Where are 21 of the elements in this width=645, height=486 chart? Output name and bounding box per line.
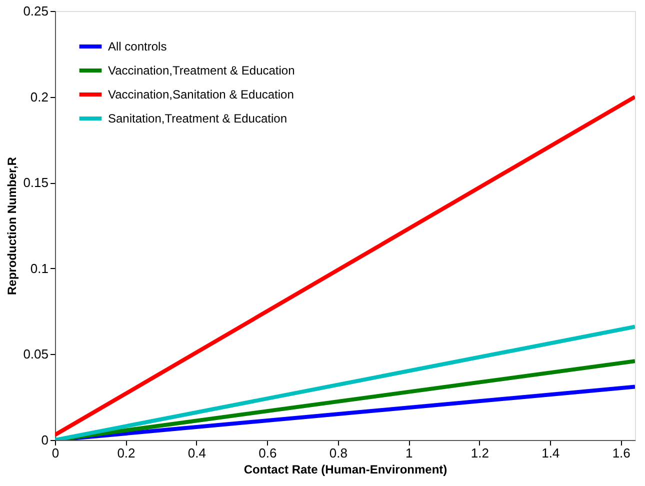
x-tick-label: 0.8 [329,446,348,460]
y-tick-label: 0.15 [23,175,48,190]
y-tick-label: 0.1 [30,260,48,276]
x-tick-label: 0.4 [188,446,206,460]
y-tick-label: 0.2 [30,89,48,104]
y-axis-title: Reproduction Number,R [5,156,20,296]
legend-label: Sanitation,Treatment & Education [108,112,287,126]
x-tick-label: 1 [406,446,413,460]
legend-label: Vaccination,Sanitation & Education [108,88,294,102]
legend-label: Vaccination,Treatment & Education [108,64,295,78]
x-tick-label: 0.2 [117,446,136,460]
x-tick-label: 1.6 [612,446,630,460]
x-tick-label: 0 [52,446,60,460]
x-axis-title: Contact Rate (Human-Environment) [244,462,448,476]
x-tick-label: 1.2 [470,446,489,460]
x-tick-label: 0.6 [258,446,277,460]
x-tick-label: 1.4 [542,446,560,460]
y-tick-label: 0 [41,432,48,448]
legend-label: All controls [108,40,167,54]
y-tick-label: 0.05 [23,346,48,362]
y-tick-label: 0.25 [23,4,48,18]
